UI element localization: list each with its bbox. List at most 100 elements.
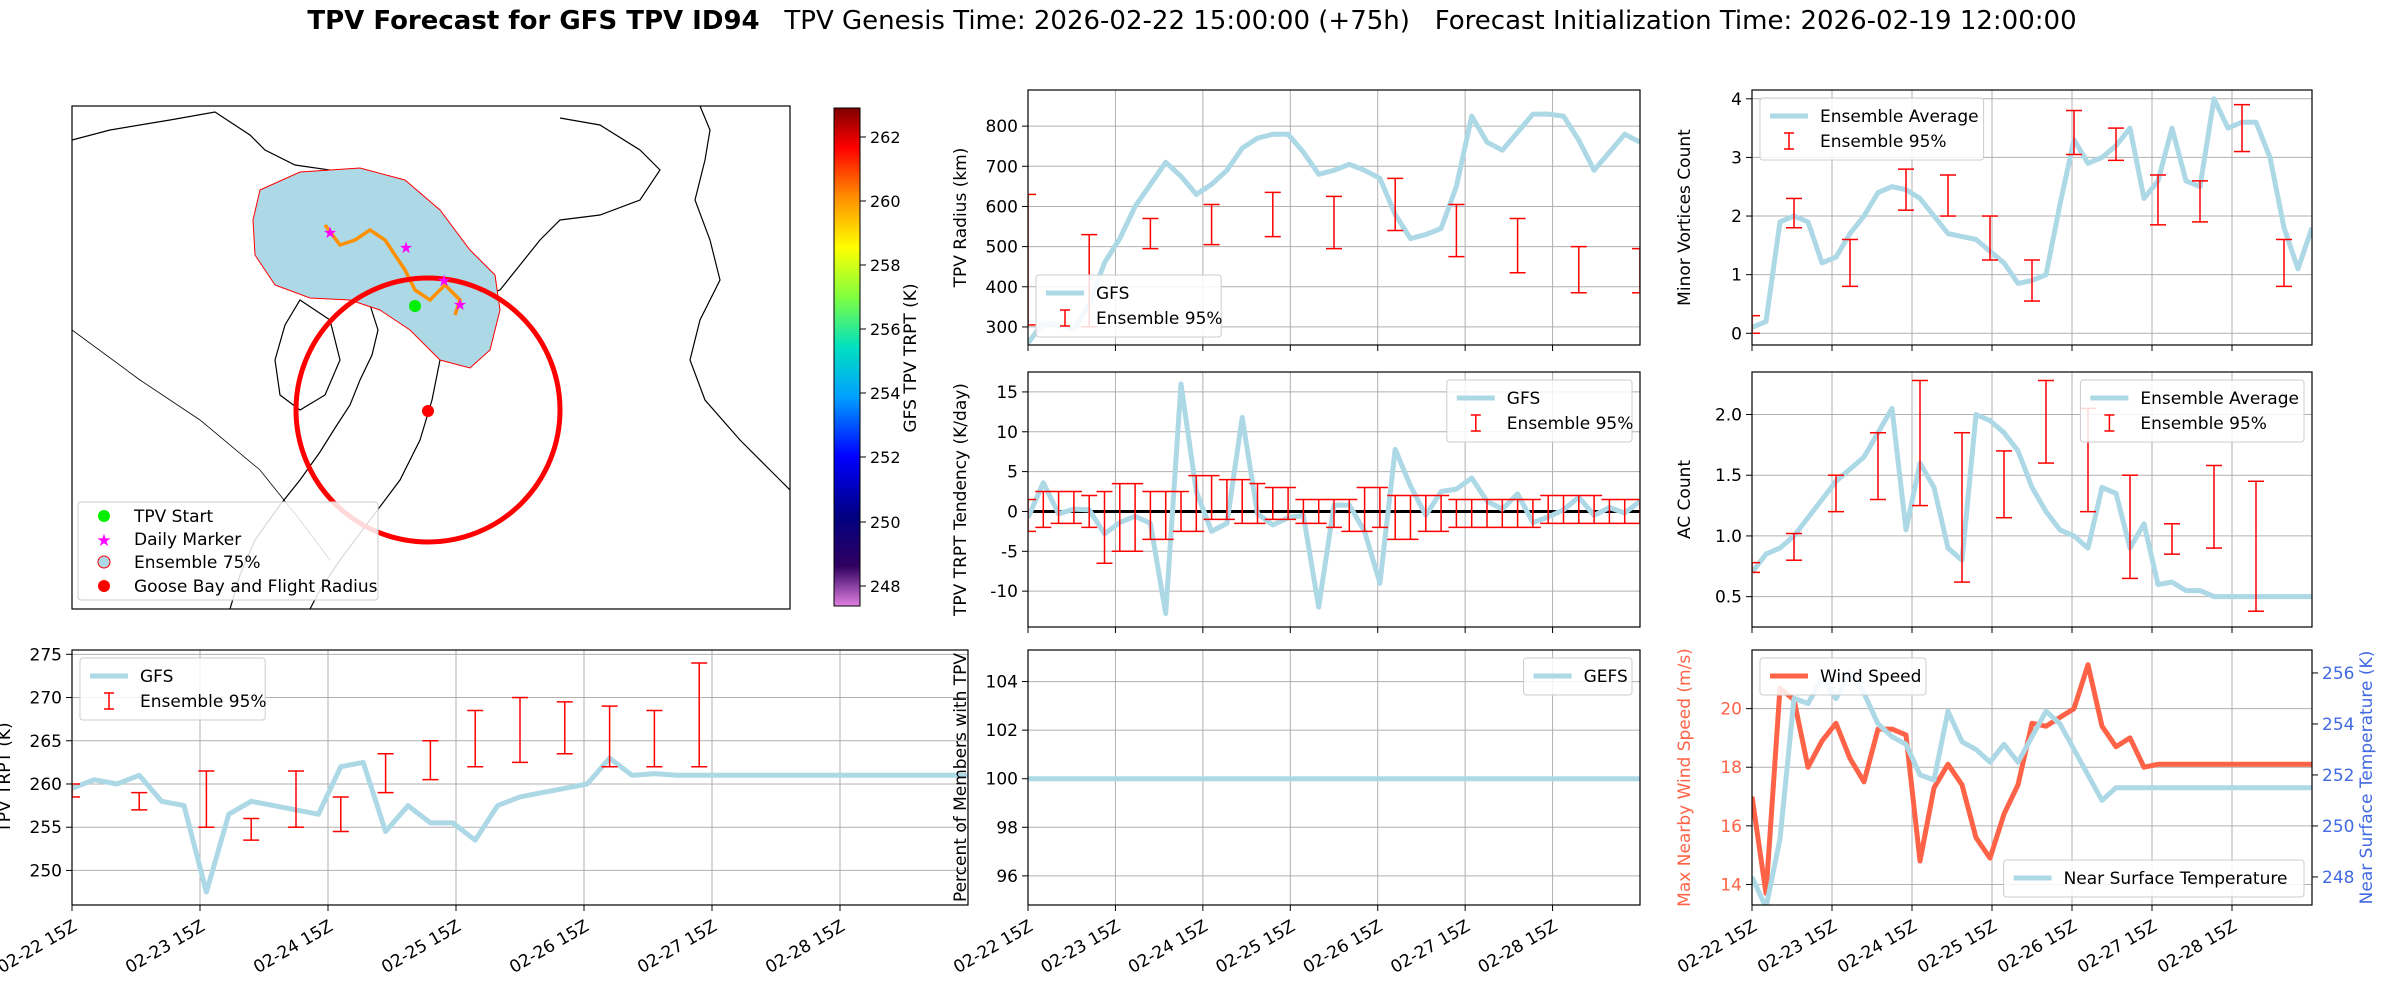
y-axis-label: Percent of Members with TPV bbox=[951, 653, 971, 902]
error-bar bbox=[1752, 314, 1760, 335]
error-bar bbox=[1463, 498, 1480, 529]
error-bar bbox=[646, 709, 663, 768]
error-bar bbox=[1065, 490, 1082, 525]
x-tick-label: 02-26 15Z bbox=[1300, 916, 1386, 977]
error-bar bbox=[1264, 486, 1281, 521]
x-tick-label: 02-27 15Z bbox=[2074, 916, 2160, 977]
y-tick-label: 700 bbox=[986, 157, 1018, 177]
error-bar bbox=[1842, 238, 1858, 288]
y-axis-label: Max Nearby Wind Speed (m/s) bbox=[1675, 648, 1695, 907]
error-bar bbox=[1555, 494, 1572, 525]
y-tick-label: 98 bbox=[996, 818, 1018, 838]
y-axis-label: Minor Vortices Count bbox=[1675, 129, 1695, 306]
error-bar bbox=[1479, 498, 1495, 529]
error-bar bbox=[2066, 109, 2082, 156]
error-bar bbox=[1786, 532, 1802, 561]
legend-label: GFS bbox=[1096, 284, 1129, 304]
y-tick-label: 3 bbox=[1731, 148, 1742, 168]
error-bar bbox=[1693, 251, 1709, 293]
y-tick-label: 1.0 bbox=[1715, 527, 1742, 547]
error-bar bbox=[1234, 478, 1251, 525]
panel-frame bbox=[1751, 649, 2313, 906]
y-tick-label-right: 256 bbox=[2322, 664, 2354, 684]
y-axis-label-right: Near Surface Temperature (K) bbox=[2357, 651, 2377, 905]
legend-percent: GEFS bbox=[1523, 657, 1633, 696]
y-tick-label: 300 bbox=[986, 318, 1018, 338]
y-tick-label: 260 bbox=[30, 775, 62, 795]
error-bar bbox=[1188, 474, 1205, 533]
chart-tendency: -10 -5 0 5 10 15 TPV TRPT Tendency (K/day) GFS E… bbox=[951, 371, 1641, 633]
y-tick-label: 102 bbox=[986, 721, 1018, 741]
y-axis-label: AC Count bbox=[1675, 460, 1695, 539]
error-bar bbox=[1218, 478, 1235, 521]
error-bar bbox=[1982, 215, 1998, 261]
error-bar bbox=[1509, 217, 1526, 274]
error-bar bbox=[2122, 474, 2138, 580]
error-bar bbox=[1616, 498, 1633, 525]
y-tick-label: 600 bbox=[986, 197, 1018, 217]
series-line-ensemble-average bbox=[1752, 405, 2312, 600]
y-tick-label: 0.5 bbox=[1715, 588, 1742, 608]
plot-area-trpt bbox=[72, 662, 968, 895]
error-bar bbox=[1954, 431, 1970, 583]
error-bar bbox=[1326, 195, 1342, 250]
error-bar bbox=[556, 701, 573, 755]
legend-label: Wind Speed bbox=[1820, 667, 1921, 687]
y-tick-label: 4 bbox=[1731, 90, 1742, 110]
y-tick-label: 275 bbox=[30, 645, 62, 665]
legend-label: Ensemble Average bbox=[1820, 107, 1979, 127]
x-tick-label: 02-22 15Z bbox=[0, 916, 81, 977]
error-bar bbox=[1028, 193, 1036, 326]
legend-box bbox=[2079, 379, 2305, 443]
error-bar bbox=[1870, 431, 1886, 501]
error-bar bbox=[1586, 494, 1603, 525]
y-tick-label: 270 bbox=[30, 689, 62, 709]
error-bar bbox=[1203, 203, 1220, 246]
error-bar bbox=[1570, 494, 1587, 525]
plot-area-minor bbox=[1752, 96, 2312, 335]
y-tick-label: 255 bbox=[30, 818, 62, 838]
y-tick-label: 2 bbox=[1731, 207, 1742, 227]
error-bar bbox=[1417, 494, 1434, 533]
x-tick-label: 02-22 15Z bbox=[1674, 916, 1760, 977]
x-tick-label: 02-24 15Z bbox=[1834, 916, 1920, 977]
x-tick-label: 02-23 15Z bbox=[1754, 916, 1840, 977]
legend-minor: Ensemble Average Ensemble 95% bbox=[1759, 97, 1985, 161]
error-bar bbox=[1996, 450, 2012, 519]
y-axis-label: TPV TRPT Tendency (K/day) bbox=[951, 383, 971, 617]
error-bar bbox=[2248, 480, 2264, 612]
error-bar bbox=[1310, 498, 1327, 525]
error-bar bbox=[1081, 494, 1098, 529]
chart-percent: 96 98 100 102 104 02-22 15Z 02-23 15Z 02-24 15Z… bbox=[950, 649, 1641, 978]
error-bar bbox=[198, 770, 215, 828]
error-bar bbox=[1912, 379, 1928, 507]
error-bar bbox=[1828, 474, 1844, 513]
error-bar bbox=[1494, 498, 1511, 529]
error-bar bbox=[1387, 494, 1404, 541]
x-tick-label: 02-23 15Z bbox=[1038, 916, 1124, 977]
error-bar bbox=[2192, 180, 2208, 223]
x-tick-label: 02-26 15Z bbox=[1994, 916, 2080, 977]
error-bar bbox=[131, 791, 148, 811]
y-tick-label: 1 bbox=[1731, 266, 1742, 286]
panel-frame bbox=[1751, 89, 2313, 346]
error-bar bbox=[2206, 464, 2222, 549]
error-bar bbox=[1028, 498, 1036, 533]
legend-ac: Ensemble Average Ensemble 95% bbox=[2079, 379, 2305, 443]
error-bar bbox=[1203, 474, 1220, 521]
error-bar bbox=[1096, 490, 1113, 564]
y-axis-label: TPV Radius (km) bbox=[951, 148, 971, 289]
x-tick-label: 02-24 15Z bbox=[250, 916, 336, 977]
y-tick-label: 20 bbox=[1720, 700, 1742, 720]
x-tick-label: 02-23 15Z bbox=[122, 916, 208, 977]
title-genesis: TPV Genesis Time: 2026-02-22 15:00:00 (+… bbox=[784, 6, 1410, 36]
panel-frame bbox=[1027, 371, 1641, 628]
legend-label: Ensemble 95% bbox=[140, 692, 267, 712]
error-bar bbox=[1402, 494, 1419, 541]
error-bar bbox=[2038, 379, 2054, 464]
legend-radius: GFS Ensemble 95% bbox=[1035, 274, 1223, 338]
plot-area-ac bbox=[1752, 379, 2312, 612]
error-bar bbox=[288, 770, 304, 828]
legend-label: GEFS bbox=[1584, 667, 1628, 687]
